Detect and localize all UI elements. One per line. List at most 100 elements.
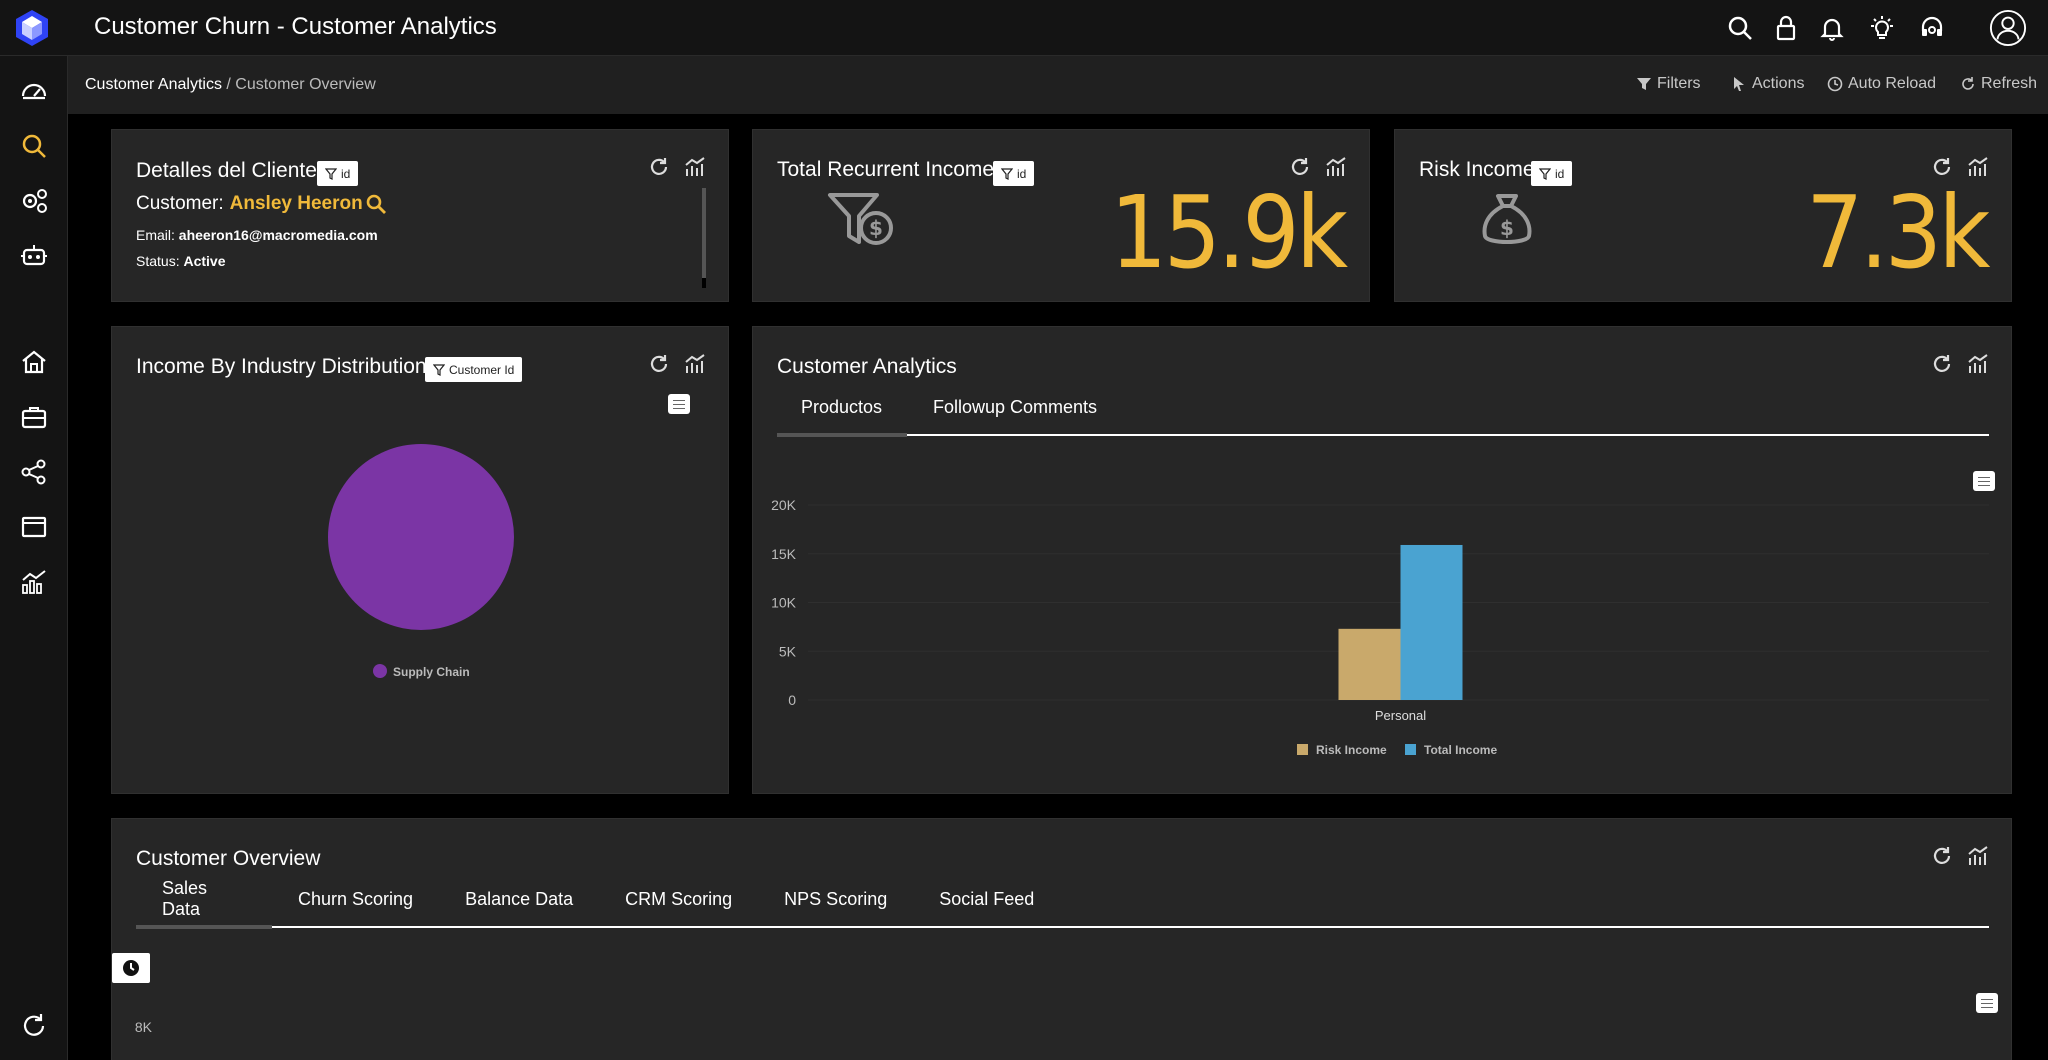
chart-analytics-icon[interactable] — [684, 156, 706, 178]
svg-text:$: $ — [869, 216, 883, 240]
id-filter-chip[interactable]: id — [993, 161, 1035, 186]
customer-name[interactable]: Ansley Heeron — [229, 193, 363, 214]
scrollbar-track[interactable] — [702, 188, 706, 288]
reload-icon[interactable] — [14, 1006, 54, 1046]
y-tick-label: 20K — [771, 497, 797, 513]
dashboard-gauge-icon[interactable] — [14, 71, 54, 111]
home-icon[interactable] — [14, 342, 54, 382]
lightbulb-icon[interactable] — [1866, 12, 1898, 44]
filters-button[interactable]: Filters — [1636, 75, 1701, 93]
share-icon[interactable] — [14, 452, 54, 492]
app-logo-icon[interactable] — [12, 8, 52, 48]
search-icon[interactable] — [365, 193, 387, 215]
cursor-icon — [1734, 77, 1744, 91]
actions-button[interactable]: Actions — [1731, 75, 1804, 93]
active-tab-indicator — [777, 433, 907, 437]
bell-icon[interactable] — [1816, 12, 1848, 44]
tab-nps-scoring[interactable]: NPS Scoring — [784, 888, 888, 909]
settings-gears-icon[interactable] — [14, 181, 54, 221]
money-filter-icon: $ — [828, 193, 893, 245]
card-title: Risk Income — [1419, 158, 1535, 181]
legend-label: Risk Income — [1316, 743, 1387, 757]
chart-analytics-icon[interactable] — [684, 353, 706, 375]
legend-swatch — [1405, 744, 1416, 755]
refresh-button[interactable]: Refresh — [1960, 75, 2037, 93]
chart-menu-button[interactable] — [1976, 993, 1998, 1013]
filter-chip-label: id — [1555, 166, 1565, 181]
legend-label: Supply Chain — [393, 665, 470, 679]
filter-chip-label: id — [341, 166, 351, 181]
customer-row: Customer: Ansley Heeron — [136, 193, 387, 215]
search-icon[interactable] — [1724, 12, 1756, 44]
bar[interactable] — [1338, 628, 1401, 700]
refresh-icon[interactable] — [648, 156, 670, 178]
chart-analytics-icon[interactable] — [1325, 156, 1347, 178]
search-icon[interactable] — [14, 126, 54, 166]
customer-id-filter-chip[interactable]: Customer Id — [425, 357, 523, 382]
legend-item[interactable]: Risk Income — [1297, 743, 1387, 757]
customer-analytics-card: Customer Analytics Productos Followup Co… — [752, 326, 2012, 794]
chart-analytics-icon[interactable] — [1967, 353, 1989, 375]
card-tools — [1931, 845, 1989, 867]
email-value: aheeron16@macromedia.com — [178, 227, 378, 243]
svg-text:$: $ — [1500, 216, 1514, 240]
browser-window-icon[interactable] — [14, 507, 54, 547]
chart-analytics-icon[interactable] — [1967, 845, 1989, 867]
pie-slice[interactable] — [328, 444, 514, 630]
industry-distribution-card: Income By Industry Distribution Customer… — [111, 326, 729, 794]
support-headset-icon[interactable] — [1916, 12, 1948, 44]
status-row: Status: Active — [136, 253, 226, 269]
tabs-underline — [136, 926, 1989, 928]
tab-balance-data[interactable]: Balance Data — [465, 888, 574, 909]
filters-label: Filters — [1657, 75, 1701, 92]
time-range-button[interactable] — [112, 953, 150, 983]
legend-item[interactable]: Supply Chain — [373, 664, 470, 679]
refresh-icon[interactable] — [1289, 156, 1311, 178]
x-tick-label: Personal — [1375, 708, 1426, 723]
id-filter-chip[interactable]: id — [317, 161, 359, 186]
refresh-icon[interactable] — [648, 353, 670, 375]
tab-followup-comments[interactable]: Followup Comments — [933, 396, 1098, 417]
chart-menu-button[interactable] — [668, 394, 690, 414]
auto-reload-button[interactable]: Auto Reload — [1827, 75, 1936, 93]
y-axis-label: 8K — [134, 1019, 152, 1035]
robot-icon[interactable] — [14, 236, 54, 276]
analytics-chart-icon[interactable] — [14, 562, 54, 602]
card-tools — [1289, 156, 1347, 178]
id-filter-chip[interactable]: id — [1531, 161, 1573, 186]
chart-menu-button[interactable] — [1973, 471, 1995, 491]
tabs-underline — [777, 434, 1989, 436]
card-title: Customer Analytics — [777, 355, 957, 378]
filter-icon — [1539, 167, 1551, 180]
refresh-icon[interactable] — [1931, 845, 1953, 867]
tab-crm-scoring[interactable]: CRM Scoring — [625, 888, 733, 909]
customer-overview-card: Customer Overview Sales Data Churn Scori… — [111, 818, 2012, 1060]
refresh-icon[interactable] — [1931, 353, 1953, 375]
breadcrumb-root[interactable]: Customer Analytics — [85, 76, 222, 93]
clock-icon — [1827, 76, 1843, 92]
legend-item[interactable]: Total Income — [1405, 743, 1497, 757]
tab-sales-data[interactable]: Sales Data — [162, 878, 208, 919]
briefcase-icon[interactable] — [14, 397, 54, 437]
breadcrumb: Customer Analytics / Customer Overview — [85, 76, 376, 94]
bar[interactable] — [1400, 544, 1463, 700]
overview-tabs: Sales Data Churn Scoring Balance Data CR… — [136, 878, 1060, 919]
total-recurrent-income-card: Total Recurrent Income id $ 15.9k — [752, 129, 1370, 302]
chart-analytics-icon[interactable] — [1967, 156, 1989, 178]
tab-productos[interactable]: Productos — [801, 396, 883, 417]
refresh-label: Refresh — [1981, 75, 2038, 92]
y-tick-label: 10K — [771, 595, 797, 611]
filter-chip-label: id — [1017, 166, 1027, 181]
risk-income-card: Risk Income id $ 7.3k — [1394, 129, 2012, 302]
refresh-icon[interactable] — [1931, 156, 1953, 178]
tab-social-feed[interactable]: Social Feed — [939, 888, 1035, 909]
actions-label: Actions — [1752, 75, 1805, 92]
app-title: Customer Churn - Customer Analytics — [94, 13, 497, 40]
refresh-icon — [1962, 77, 1974, 90]
lock-icon[interactable] — [1770, 12, 1802, 44]
scrollbar-thumb[interactable] — [702, 278, 706, 288]
tab-churn-scoring[interactable]: Churn Scoring — [298, 888, 414, 909]
user-avatar-icon[interactable] — [1988, 8, 2028, 48]
card-title: Detalles del Cliente — [136, 159, 317, 182]
filter-chip-label: Customer Id — [449, 362, 515, 377]
